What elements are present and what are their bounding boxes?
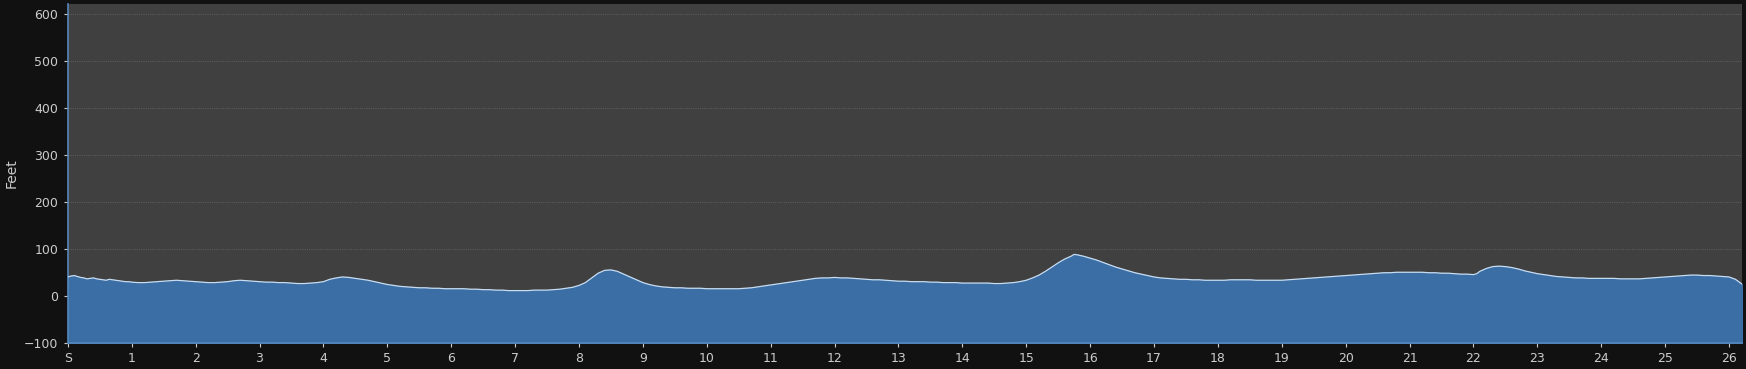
- Y-axis label: Feet: Feet: [3, 159, 17, 188]
